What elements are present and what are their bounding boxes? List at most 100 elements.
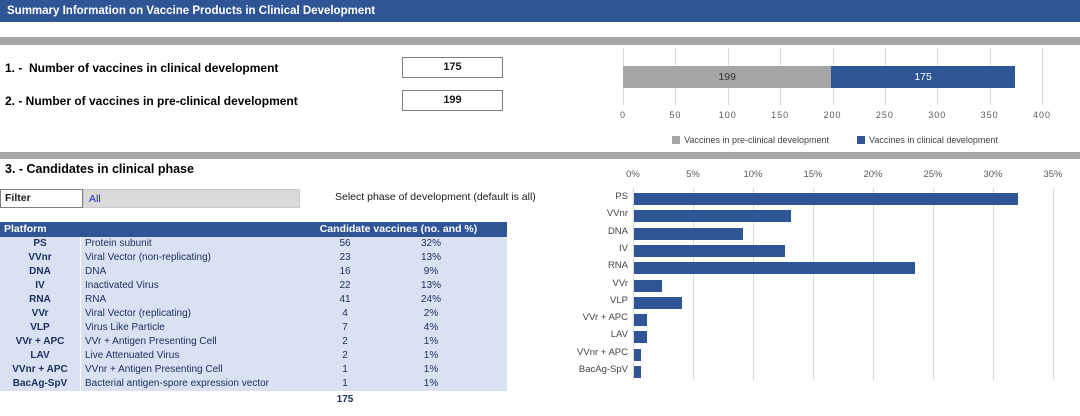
axis-tick-label: 20% [863,169,883,180]
axis-tick-label: 350 [980,110,999,120]
table-row: DNA DNA 16 9% [0,265,507,279]
axis-tick-label: 30% [983,169,1003,180]
table-total: 175 [336,394,354,405]
bar-segment-175: 175 [831,66,1015,88]
platform-name-cell: Protein subunit [80,237,290,251]
table-row: PS Protein subunit 56 32% [0,237,507,251]
count-cell: 16 [339,266,351,277]
platform-code-cell: DNA [29,266,51,277]
category-label: VVr + APC [582,312,628,324]
platform-code-cell: RNA [29,294,51,305]
percent-cell: 9% [423,266,439,277]
legend-swatch-icon [857,136,865,144]
table-body: PS Protein subunit 56 32% VVnr Viral Vector (… [0,237,507,391]
percent-cell: 1% [423,364,439,375]
axis-tick-label: 150 [771,110,790,120]
chart-legend: Vaccines in pre-clinical development Vacc… [600,133,1070,147]
platform-name-cell: Inactivated Virus [80,279,290,293]
gridline [1042,48,1043,105]
platform-name-cell: RNA [80,293,290,307]
axis-tick-label: 300 [928,110,947,120]
category-label: VVnr [606,208,628,220]
platform-code-cell: VVr [31,308,49,319]
table-header-row: Platform Candidate vaccines (no. and %) [0,222,507,237]
table-row: IV Inactivated Virus 22 13% [0,279,507,293]
bar-VVrAPC [634,314,648,327]
metric-1-label: 1. - Number of vaccines in clinical deve… [5,61,279,75]
category-label: IV [619,242,628,254]
table-row: VVr + APC VVr + Antigen Presenting Cell 2 1… [0,335,507,349]
category-label: RNA [607,260,628,272]
axis-tick-label: 35% [1043,169,1063,180]
axis-tick-label: 10% [743,169,763,180]
count-cell: 2 [342,336,348,347]
platform-code-cell: VLP [30,322,50,333]
gridline [873,188,874,380]
gridline [1053,188,1054,380]
percent-cell: 24% [420,294,441,305]
gridline [933,188,934,380]
axis-tick-label: 400 [1032,110,1052,120]
bar-VLP [634,296,682,309]
bar-DNA [634,227,744,240]
axis-tick-label: 5% [686,169,700,180]
filter-hint: Select phase of development (default is … [335,191,536,203]
page-title: Summary Information on Vaccine Products … [0,0,1080,22]
legend-item: Vaccines in clinical development [857,135,998,145]
table-row: RNA RNA 41 24% [0,293,507,307]
platform-code-cell: LAV [30,350,50,361]
category-label: BacAg-SpV [578,364,628,375]
bar-segment-199: 199 [623,66,832,88]
count-cell: 7 [342,322,348,333]
platform-name-cell: Viral Vector (replicating) [80,307,290,321]
legend-label: Vaccines in clinical development [869,135,998,145]
category-label: VLP [610,294,628,306]
legend-item: Vaccines in pre-clinical development [672,135,829,145]
bar-PS [634,193,1018,205]
platform-code-cell: PS [33,238,47,249]
gridline [693,188,694,380]
divider-middle [0,152,1080,159]
filter-dropdown[interactable]: All [83,189,300,208]
metric-2-label: 2. - Number of vaccines in pre-clinical … [5,94,298,108]
percent-cell: 4% [423,322,439,333]
platform-name-cell: Virus Like Particle [80,321,290,335]
percent-cell: 13% [420,280,441,291]
axis-tick-label: 100 [718,110,737,120]
platform-name-cell: DNA [80,265,290,279]
table-header-platform: Platform [4,223,47,235]
count-cell: 41 [339,294,351,305]
bar-IV [634,244,786,257]
platform-name-cell: VVnr + Antigen Presenting Cell [80,363,290,377]
percent-cell: 1% [423,350,439,361]
axis-tick-label: 250 [875,110,894,120]
legend-swatch-icon [672,136,681,144]
bar-VVr [634,279,662,292]
platform-table: Platform Candidate vaccines (no. and %) … [0,222,507,391]
legend-label: Vaccines in pre-clinical development [684,135,829,145]
platform-name-cell: Bacterial antigen-spore expression vecto… [80,377,290,391]
axis-tick-label: 200 [823,110,842,120]
category-label: LAV [610,329,628,341]
platform-code-cell: VVnr [28,252,52,263]
category-label: VVnr + APC [577,346,628,358]
table-row: VVr Viral Vector (replicating) 4 2% [0,307,507,321]
divider-top [0,37,1080,45]
bar-VVnrAPC [634,348,642,361]
platform-code-cell: VVnr + APC [12,364,68,375]
table-row: BacAg-SpV Bacterial antigen-spore express… [0,377,507,391]
table-row: VLP Virus Like Particle 7 4% [0,321,507,335]
platform-code-cell: IV [35,280,45,291]
axis-tick-label: 15% [803,169,823,180]
axis-tick-label: 25% [923,169,943,180]
bar-VVnr [634,210,792,223]
platform-code-cell: VVr + APC [15,336,65,347]
gridline [993,188,994,380]
percent-cell: 13% [420,252,441,263]
axis-tick-label: 50 [669,110,682,120]
section-3-title: 3. - Candidates in clinical phase [5,162,194,176]
filter-label: Filter [0,189,83,208]
platform-name-cell: Viral Vector (non-replicating) [80,251,290,265]
percent-cell: 1% [423,336,439,347]
gridline [633,188,634,380]
